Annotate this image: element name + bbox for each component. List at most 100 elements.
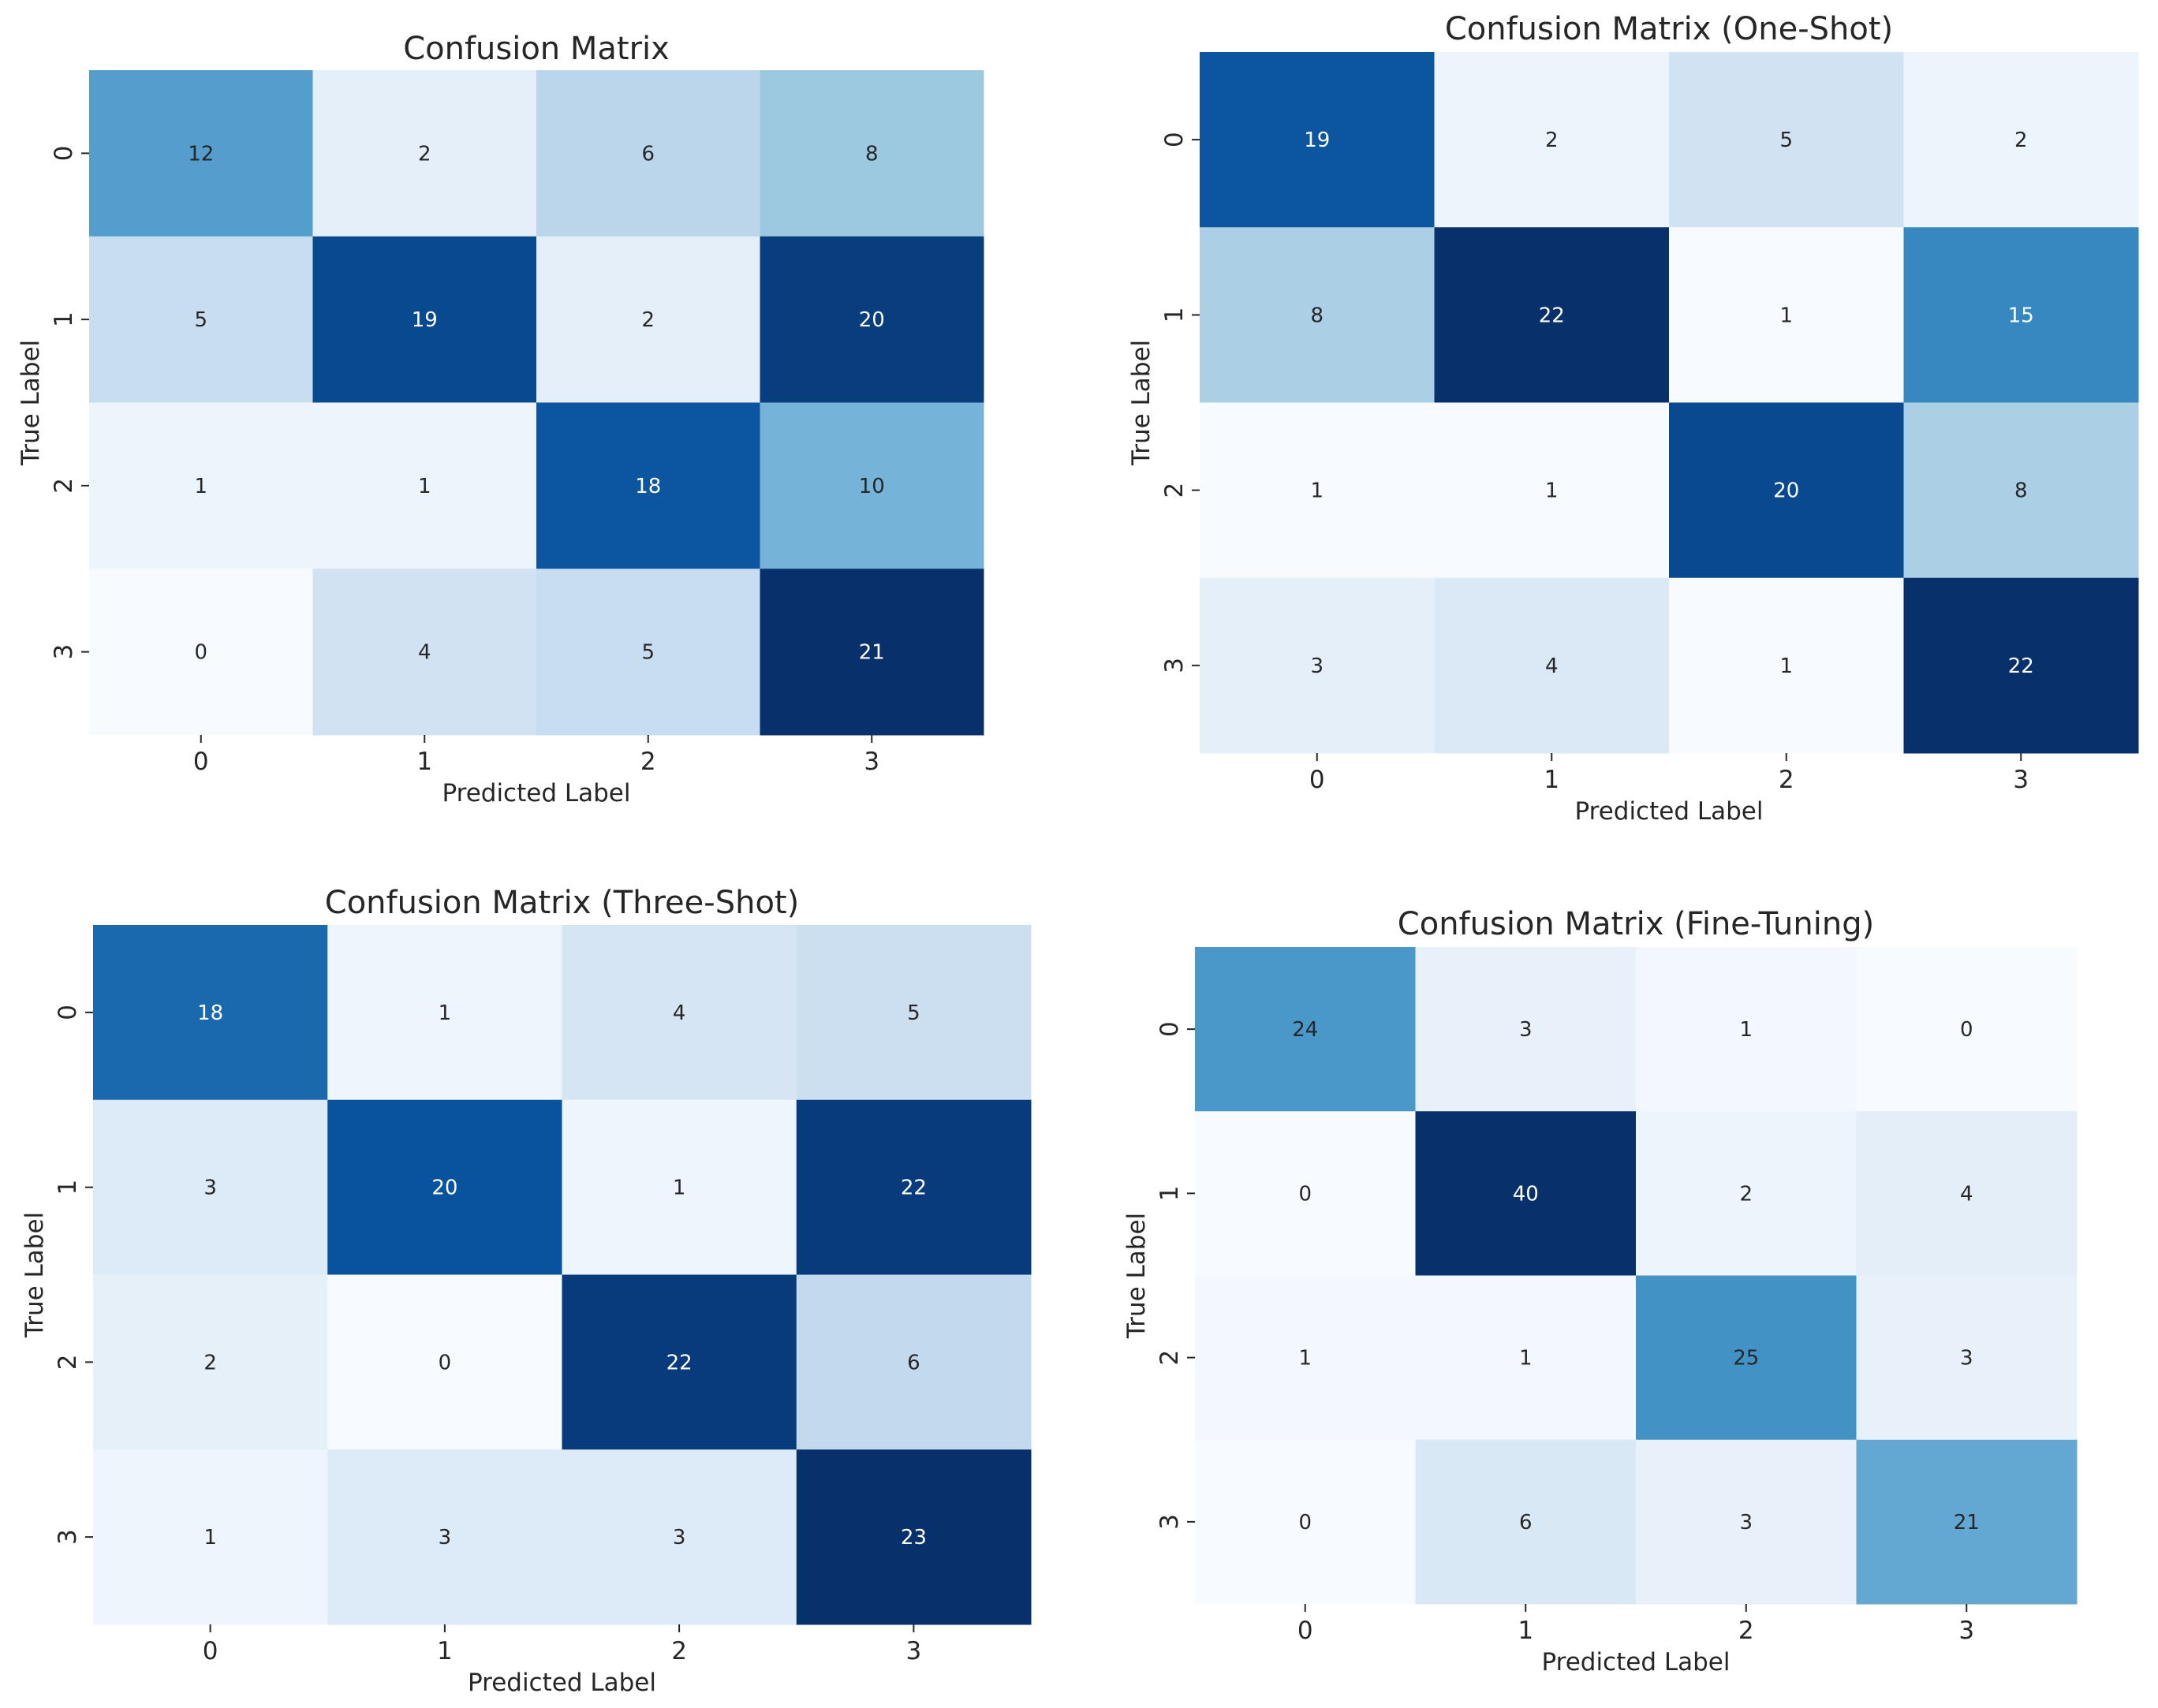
heatmap-cell-r2-c3 [1856,1275,2078,1441]
cell-value-r1-c0: 5 [194,308,207,332]
heatmap-cell-r0-c3 [760,70,984,237]
y-tick-label-0: 0 [1156,1021,1184,1037]
x-tick-label-0: 0 [1309,766,1325,794]
y-tick-label-0: 0 [50,146,78,162]
cell-value-r3-c0: 0 [1298,1511,1312,1535]
x-tick-label-2: 2 [1779,766,1794,794]
y-tick-label-1: 1 [1160,308,1189,323]
cell-value-r1-c1: 19 [412,308,438,332]
cell-value-r0-c0: 24 [1292,1018,1318,1042]
cell-value-r2-c1: 1 [1519,1347,1533,1371]
heatmap-panel-3: Confusion Matrix (Fine-Tuning)24 3 1 00 40 2 4… [1122,906,2078,1676]
heatmap-cell-r1-c1 [1434,227,1670,403]
heatmap-cell-r3-c2 [1669,577,1904,754]
cell-value-r2-c0: 2 [203,1351,217,1374]
cell-value-r0-c3: 5 [907,1001,920,1025]
x-tick-label-1: 1 [437,1637,453,1665]
cell-value-r1-c3: 22 [901,1177,927,1200]
heatmap-cell-r1-c0 [1195,1111,1416,1276]
cell-value-r1-c2: 1 [1779,304,1793,327]
cell-value-r3-c0: 0 [194,641,207,665]
cell-value-r2-c1: 1 [418,475,431,498]
cell-value-r0-c2: 6 [641,142,655,166]
cell-value-r0-c1: 3 [1519,1018,1533,1042]
heatmap-panel-1: Confusion Matrix (One-Shot)19 2 5 28 22 1 151 1… [1127,11,2139,826]
x-tick-label-0: 0 [203,1637,218,1665]
heatmap-cell-r1-c2 [536,236,760,403]
heatmap-cell-r2-c2 [562,1274,797,1450]
chart-title: Confusion Matrix (Fine-Tuning) [1398,906,1874,942]
heatmap-cell-r0-c2 [1669,52,1904,228]
heatmap-panel-2: Confusion Matrix (Three-Shot)18 1 4 53 20 1 22… [21,885,1032,1697]
cell-value-r0-c0: 12 [188,142,214,166]
x-tick-label-2: 2 [671,1637,687,1665]
y-tick-label-2: 2 [1160,483,1189,498]
heatmap-cell-r0-c2 [1636,947,1857,1112]
cell-value-r1-c2: 1 [673,1177,686,1200]
y-axis-label: True Label [17,340,45,466]
cell-value-r3-c2: 5 [641,641,655,665]
heatmap-cell-r1-c0 [1200,227,1435,403]
cell-value-r0-c1: 2 [1545,129,1559,152]
cell-value-r2-c1: 0 [439,1351,452,1374]
heatmap-cell-r1-c3 [1903,227,2139,403]
heatmap-cell-r2-c1 [312,402,537,569]
cell-value-r1-c2: 2 [1739,1182,1753,1206]
heatmap-cell-r3-c1 [327,1449,562,1625]
heatmap-cell-r3-c3 [760,569,984,736]
y-tick-label-3: 3 [50,644,78,660]
x-tick-label-0: 0 [193,748,209,776]
y-tick-label-3: 3 [1160,658,1189,673]
x-tick-label-3: 3 [1958,1617,1974,1645]
cell-value-r0-c1: 1 [439,1001,452,1025]
cell-value-r0-c2: 1 [1739,1018,1753,1042]
x-tick-label-1: 1 [416,748,432,776]
heatmap-cell-r3-c3 [1903,577,2139,754]
heatmap-cell-r2-c1 [1415,1275,1637,1441]
chart-title: Confusion Matrix (Three-Shot) [325,885,799,921]
cell-value-r0-c3: 0 [1960,1018,1973,1042]
cell-value-r0-c2: 5 [1779,129,1793,152]
heatmap-cell-r3-c0 [1195,1439,1416,1605]
x-tick-label-2: 2 [640,748,656,776]
heatmap-cell-r1-c0 [89,236,313,403]
heatmap-cell-r3-c0 [1200,577,1435,754]
heatmap-cell-r1-c2 [1669,227,1904,403]
heatmap-cell-r1-c3 [1856,1111,2078,1276]
x-axis-label: Predicted Label [468,1669,656,1697]
heatmap-cell-r3-c1 [312,569,537,736]
heatmap-cell-r1-c0 [93,1099,328,1275]
y-tick-label-1: 1 [54,1180,82,1195]
heatmap-cell-r2-c0 [1195,1275,1416,1441]
y-tick-label-1: 1 [1156,1186,1184,1202]
cell-value-r1-c1: 40 [1513,1182,1539,1206]
heatmap-cell-r3-c2 [562,1449,797,1625]
heatmap-cell-r1-c1 [312,236,537,403]
cell-value-r2-c0: 1 [1310,479,1324,503]
heatmap-cell-r2-c0 [93,1274,328,1450]
cell-value-r0-c1: 2 [418,142,431,166]
heatmap-cell-r0-c0 [1195,947,1416,1112]
cell-value-r2-c3: 6 [907,1351,920,1374]
heatmap-cell-r1-c2 [562,1099,797,1275]
x-tick-label-3: 3 [2013,766,2029,794]
heatmap-cell-r2-c0 [89,402,313,569]
heatmap-cell-r2-c3 [796,1274,1032,1450]
heatmap-cell-r3-c2 [536,569,760,736]
chart-title: Confusion Matrix (One-Shot) [1445,11,1893,47]
cell-value-r3-c3: 21 [859,641,885,665]
y-tick-label-3: 3 [1156,1514,1184,1530]
heatmap-cell-r0-c2 [536,70,760,237]
heatmap-cell-r3-c1 [1434,577,1670,754]
cell-value-r1-c1: 20 [431,1177,457,1200]
cell-value-r1-c1: 22 [1539,304,1565,327]
cell-value-r3-c2: 3 [673,1526,686,1550]
x-tick-label-1: 1 [1518,1617,1533,1645]
cell-value-r3-c3: 22 [2008,654,2034,678]
heatmap-cell-r1-c2 [1636,1111,1857,1276]
heatmap-cell-r0-c3 [1856,947,2078,1112]
heatmap-cell-r0-c0 [89,70,313,237]
cell-value-r2-c2: 22 [666,1351,693,1374]
